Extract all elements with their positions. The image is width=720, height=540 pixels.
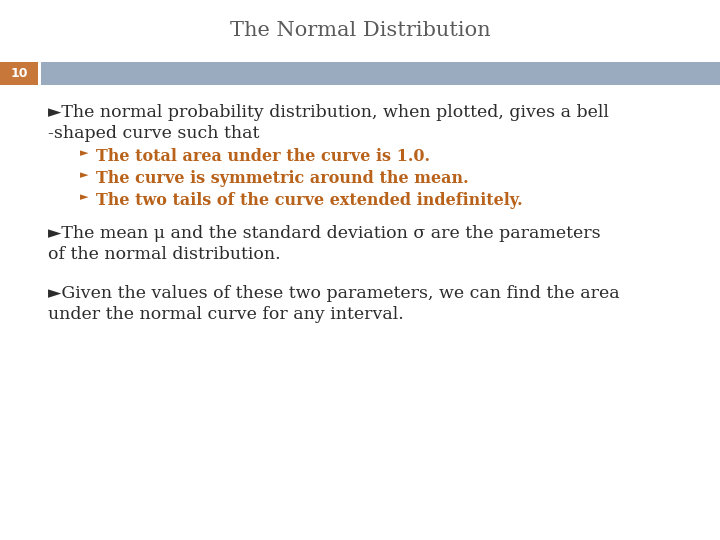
Bar — [0, 62, 720, 85]
Text: 10: 10 — [10, 67, 28, 80]
Text: The curve is symmetric around the mean.: The curve is symmetric around the mean. — [96, 170, 469, 187]
Text: under the normal curve for any interval.: under the normal curve for any interval. — [48, 306, 404, 323]
Text: ►: ► — [80, 148, 89, 158]
Text: -shaped curve such that: -shaped curve such that — [48, 125, 259, 142]
Text: ►The normal probability distribution, when plotted, gives a bell: ►The normal probability distribution, wh… — [48, 104, 609, 121]
Text: ►Given the values of these two parameters, we can find the area: ►Given the values of these two parameter… — [48, 285, 620, 302]
Text: of the normal distribution.: of the normal distribution. — [48, 246, 281, 263]
Bar — [0, 62, 38, 85]
Text: ►: ► — [80, 170, 89, 180]
Bar — [38, 62, 41, 85]
Text: The two tails of the curve extended indefinitely.: The two tails of the curve extended inde… — [96, 192, 523, 209]
Text: The total area under the curve is 1.0.: The total area under the curve is 1.0. — [96, 148, 430, 165]
Text: ►: ► — [80, 192, 89, 202]
Text: The Normal Distribution: The Normal Distribution — [230, 21, 490, 39]
Text: ►The mean μ and the standard deviation σ are the parameters: ►The mean μ and the standard deviation σ… — [48, 225, 600, 242]
